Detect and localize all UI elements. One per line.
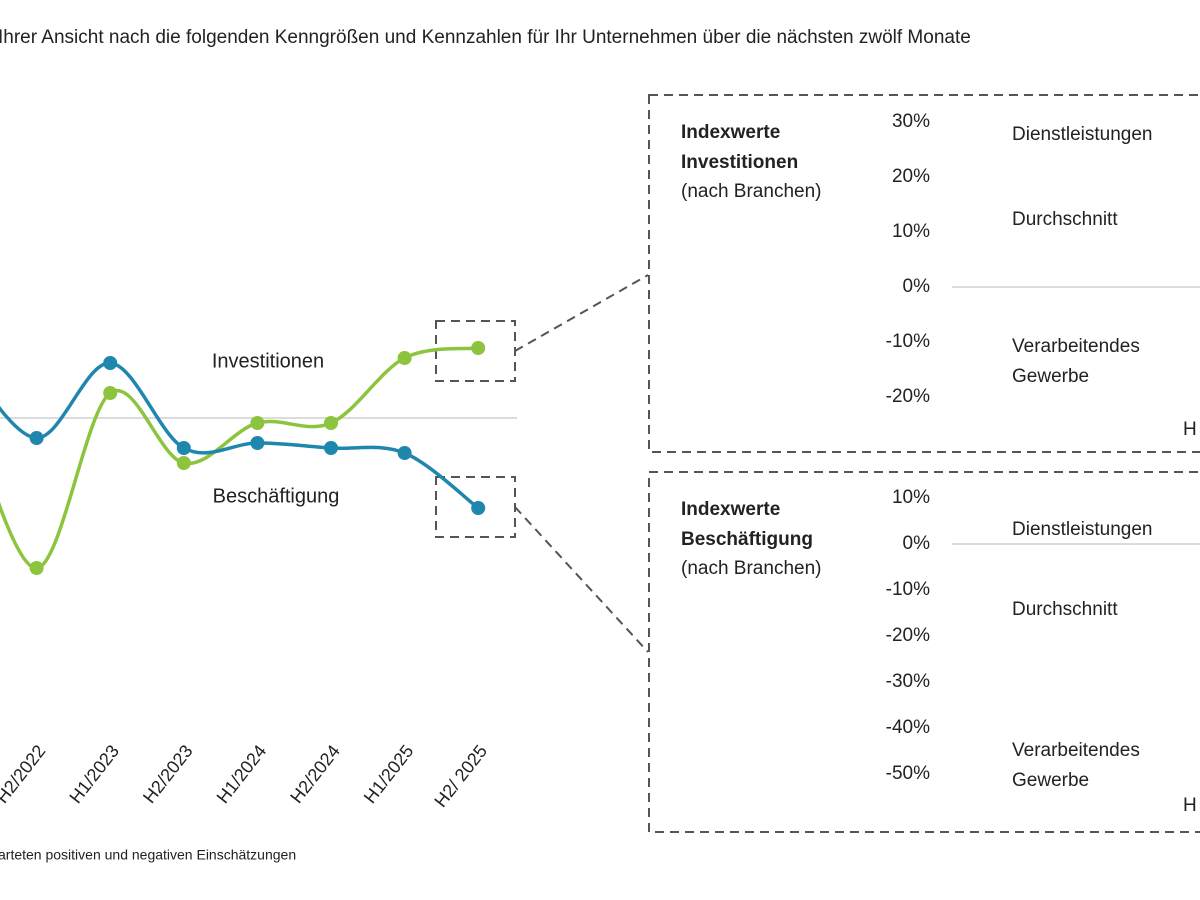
series-label: Gewerbe — [1012, 366, 1089, 387]
series-label: Gewerbe — [1012, 770, 1089, 791]
footnote: arteten positiven und negativen Einschät… — [0, 847, 296, 863]
panel-frame — [648, 471, 1200, 833]
x-axis-title: H — [1183, 795, 1197, 816]
data-point — [250, 416, 265, 430]
x-tick-label: H2/2023 — [139, 741, 197, 807]
panel-title: Indexwerte — [681, 499, 780, 520]
data-point — [103, 386, 118, 400]
y-tick-label: -10% — [886, 331, 930, 352]
series-label: Verarbeitendes — [1012, 740, 1140, 761]
y-tick-label: 20% — [892, 166, 930, 187]
x-tick-label: H1/2023 — [65, 741, 123, 807]
data-point — [471, 341, 486, 355]
series-label: Verarbeitendes — [1012, 336, 1140, 357]
data-point — [324, 416, 338, 430]
x-tick-label: H1/2024 — [213, 741, 271, 807]
zoom-connector — [514, 274, 649, 352]
zoom-frames — [435, 94, 1200, 833]
data-point — [250, 436, 265, 450]
zoom-connector — [514, 506, 649, 653]
series-label: Durchschnitt — [1012, 599, 1118, 620]
panel-title: Beschäftigung — [681, 529, 813, 550]
panel-frame — [648, 94, 1200, 453]
x-tick-label: H2/2022 — [0, 741, 49, 807]
data-point — [324, 441, 338, 455]
data-point — [176, 441, 191, 455]
data-point — [397, 446, 412, 460]
data-point — [176, 456, 191, 470]
y-tick-label: 0% — [903, 533, 931, 554]
series-label: Dienstleistungen — [1012, 519, 1152, 540]
x-tick-label: H2/2024 — [286, 741, 344, 807]
y-tick-label: 10% — [892, 221, 930, 242]
data-point — [471, 501, 486, 515]
data-point — [103, 356, 118, 370]
y-tick-label: -20% — [886, 386, 930, 407]
y-tick-label: 30% — [892, 111, 930, 132]
x-tick-label: H1/2025 — [360, 741, 418, 807]
page-title: Ihrer Ansicht nach die folgenden Kenngrö… — [0, 27, 971, 48]
data-point — [29, 431, 44, 445]
y-tick-label: -20% — [886, 625, 930, 646]
series-label: Investitionen — [212, 350, 324, 372]
y-tick-label: -10% — [886, 579, 930, 600]
data-point — [29, 561, 44, 575]
y-tick-label: 0% — [903, 276, 931, 297]
series-label: Beschäftigung — [213, 485, 340, 507]
panel-subtitle: (nach Branchen) — [681, 181, 821, 202]
series-label: Dienstleistungen — [1012, 124, 1152, 145]
x-tick-label: H2/ 2025 — [430, 741, 491, 811]
y-tick-label: -50% — [886, 763, 930, 784]
y-tick-label: -30% — [886, 671, 930, 692]
panel-subtitle: (nach Branchen) — [681, 558, 821, 579]
y-tick-label: -40% — [886, 717, 930, 738]
panel-title: Investitionen — [681, 152, 798, 173]
series-label: Durchschnitt — [1012, 209, 1118, 230]
y-tick-label: 10% — [892, 487, 930, 508]
data-point — [397, 351, 412, 365]
x-axis-title: H — [1183, 419, 1197, 440]
panel-title: Indexwerte — [681, 122, 780, 143]
